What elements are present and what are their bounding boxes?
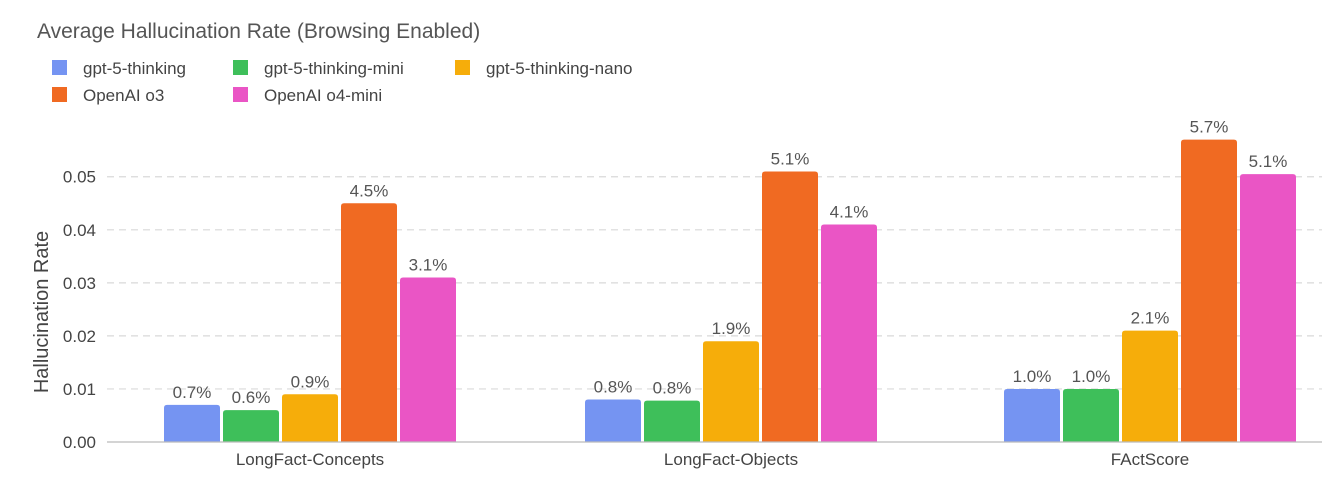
bar-value-label: 0.9% [291, 372, 330, 391]
y-tick-label: 0.02 [63, 327, 96, 346]
bar-value-label: 0.8% [653, 379, 692, 398]
legend-swatch [52, 87, 67, 102]
legend-swatch [455, 60, 470, 75]
bar [703, 341, 759, 442]
bar [762, 171, 818, 442]
legend-item: OpenAI o3 [52, 86, 164, 105]
bar [282, 394, 338, 442]
legend-item: gpt-5-thinking-nano [455, 59, 632, 78]
bar [400, 277, 456, 442]
legend: gpt-5-thinking gpt-5-thinking-mini gpt-5-t… [52, 59, 632, 105]
y-tick-label: 0.03 [63, 274, 96, 293]
bar-value-label: 1.0% [1013, 367, 1052, 386]
bar [644, 400, 700, 442]
bar-value-label: 3.1% [409, 256, 448, 275]
legend-label: gpt-5-thinking [83, 59, 186, 78]
legend-item: gpt-5-thinking [52, 59, 186, 78]
bar [1122, 330, 1178, 442]
chart-title: Average Hallucination Rate (Browsing Ena… [37, 20, 480, 43]
grid-lines [107, 176, 1322, 390]
x-axis-categories: LongFact-Concepts LongFact-Objects FActSco… [236, 450, 1189, 469]
bars [164, 139, 1296, 443]
y-tick-label: 0.00 [63, 433, 96, 452]
bar-value-label: 0.6% [232, 388, 271, 407]
legend-label: OpenAI o3 [83, 86, 164, 105]
x-tick-label: LongFact-Concepts [236, 450, 384, 469]
y-axis-label: Hallucination Rate [31, 231, 53, 393]
bar [821, 224, 877, 442]
bar [1240, 174, 1296, 443]
x-tick-label: LongFact-Objects [664, 450, 798, 469]
legend-swatch [233, 60, 248, 75]
legend-item: gpt-5-thinking-mini [233, 59, 404, 78]
legend-swatch [52, 60, 67, 75]
bar-value-label: 1.9% [712, 319, 751, 338]
legend-label: gpt-5-thinking-mini [264, 59, 404, 78]
legend-label: gpt-5-thinking-nano [486, 59, 632, 78]
bar [223, 410, 279, 442]
bar [1004, 388, 1060, 442]
legend-swatch [233, 87, 248, 102]
legend-item: OpenAI o4-mini [233, 86, 382, 105]
bar [1181, 139, 1237, 442]
y-tick-label: 0.01 [63, 380, 96, 399]
bar-value-label: 0.7% [173, 383, 212, 402]
y-axis-ticks: 0.00 0.01 0.02 0.03 0.04 0.05 [63, 168, 96, 452]
bar-value-label: 5.1% [771, 149, 810, 168]
bar-value-label: 2.1% [1131, 309, 1170, 328]
x-tick-label: FActScore [1111, 450, 1189, 469]
legend-label: OpenAI o4-mini [264, 86, 382, 105]
bar-value-labels: 0.7% 0.6% 0.9% 4.5% 3.1% 0.8% 0.8% 1.9% 5.1% 4.1%… [173, 118, 1288, 408]
bar-value-label: 0.8% [594, 378, 633, 397]
bar [164, 404, 220, 442]
bar-value-label: 1.0% [1072, 367, 1111, 386]
bar [341, 203, 397, 442]
y-tick-label: 0.04 [63, 221, 96, 240]
bar [1063, 388, 1119, 442]
y-tick-label: 0.05 [63, 168, 96, 187]
bar-value-label: 5.1% [1249, 152, 1288, 171]
bar-value-label: 5.7% [1190, 118, 1229, 137]
bar [585, 399, 641, 442]
bar-value-label: 4.1% [830, 202, 869, 221]
bar-value-label: 4.5% [350, 181, 389, 200]
